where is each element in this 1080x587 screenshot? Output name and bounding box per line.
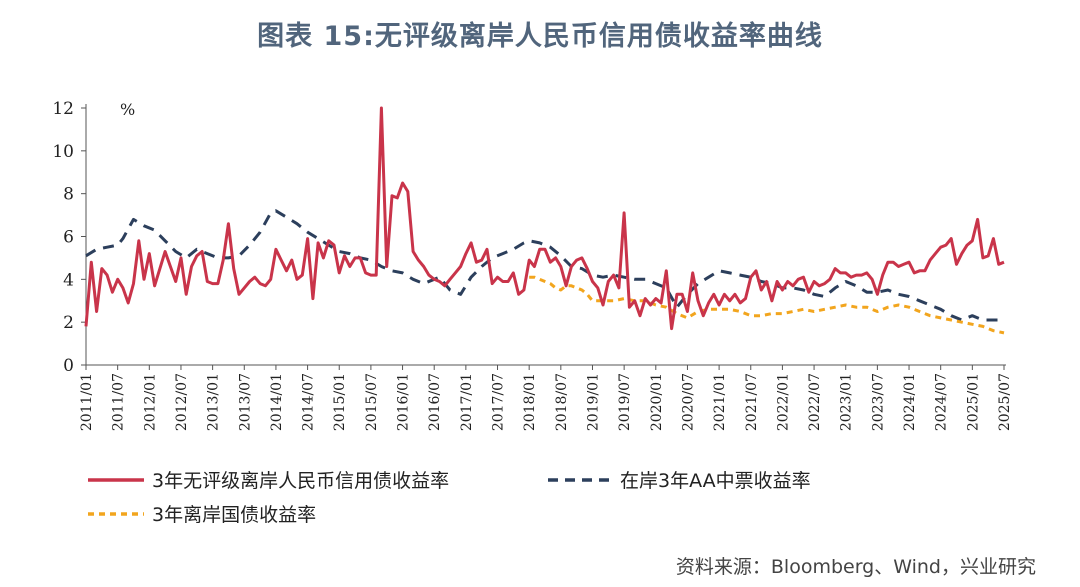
x-tick-label: 2018/01 [522, 373, 538, 431]
x-tick-label: 2017/07 [491, 373, 507, 431]
x-tick-label: 2014/07 [301, 373, 317, 431]
legend-item-offshore-treasury: 3年离岸国债收益率 [88, 500, 316, 527]
legend-label: 3年无评级离岸人民币信用债收益率 [152, 470, 450, 492]
chart-title: 图表 15:无评级离岸人民币信用债收益率曲线 [257, 21, 823, 52]
x-tick-label: 2021/01 [712, 373, 728, 431]
x-tick-label: 2025/01 [965, 373, 981, 431]
x-tick-label: 2013/01 [206, 373, 222, 431]
y-tick-label: 4 [63, 270, 74, 290]
chart-axes: 0 2 4 6 8 10 12 2011/01 2011/07 2012/01 2012/07 201… [52, 99, 1013, 431]
source-note: 资料来源：Bloomberg、Wind，兴业研究 [675, 556, 1036, 578]
x-tick-label: 2012/01 [142, 373, 158, 431]
x-tick-label: 2022/01 [775, 373, 791, 431]
x-tick-label: 2025/07 [997, 373, 1013, 431]
series-line-2 [85, 209, 1004, 322]
y-tick-label: 2 [63, 313, 74, 333]
x-tick-label: 2023/07 [870, 373, 886, 431]
x-tick-label: 2024/07 [934, 373, 950, 431]
y-tick-label: 12 [52, 99, 74, 119]
series-line-3 [529, 275, 1005, 335]
x-tick-label: 2015/07 [364, 373, 380, 431]
legend-item-offshore-credit: 3年无评级离岸人民币信用债收益率 [88, 466, 449, 493]
x-tick-label: 2015/01 [332, 373, 348, 431]
y-tick-label: 6 [63, 228, 74, 248]
x-tick-label: 2011/07 [111, 373, 127, 431]
x-tick-label: 2023/01 [839, 373, 855, 431]
legend-item-onshore-aa: 在岸3年AA中票收益率 [548, 466, 811, 493]
x-tick-label: 2021/07 [744, 373, 760, 431]
x-tick-label: 2017/01 [459, 373, 475, 431]
legend-swatch-dashed-navy [548, 477, 612, 482]
y-tick-label: 0 [63, 356, 74, 376]
legend-label: 在岸3年AA中票收益率 [620, 470, 811, 492]
x-tick-label: 2020/07 [680, 373, 696, 431]
x-tick-label: 2019/07 [617, 373, 633, 431]
chart-series [84, 106, 1005, 335]
x-tick-label: 2024/01 [902, 373, 918, 431]
x-tick-label: 2012/07 [174, 373, 190, 431]
x-tick-label: 2011/01 [79, 373, 95, 431]
x-tick-label: 2020/01 [649, 373, 665, 431]
x-tick-label: 2016/07 [427, 373, 443, 431]
x-tick-label: 2016/01 [396, 373, 412, 431]
legend-swatch-dashed-orange [88, 511, 144, 516]
x-tick-label: 2022/07 [807, 373, 823, 431]
x-tick-label: 2014/01 [269, 373, 285, 431]
y-tick-label: 10 [52, 142, 74, 162]
x-tick-label: 2018/07 [554, 373, 570, 431]
series-line-1 [84, 106, 1005, 331]
legend-label: 3年离岸国债收益率 [152, 504, 317, 526]
legend-swatch-solid-red [88, 477, 144, 482]
x-tick-label: 2013/07 [237, 373, 253, 431]
x-tick-label: 2019/01 [585, 373, 601, 431]
y-axis-unit-label: % [120, 100, 136, 119]
y-tick-label: 8 [63, 185, 74, 205]
